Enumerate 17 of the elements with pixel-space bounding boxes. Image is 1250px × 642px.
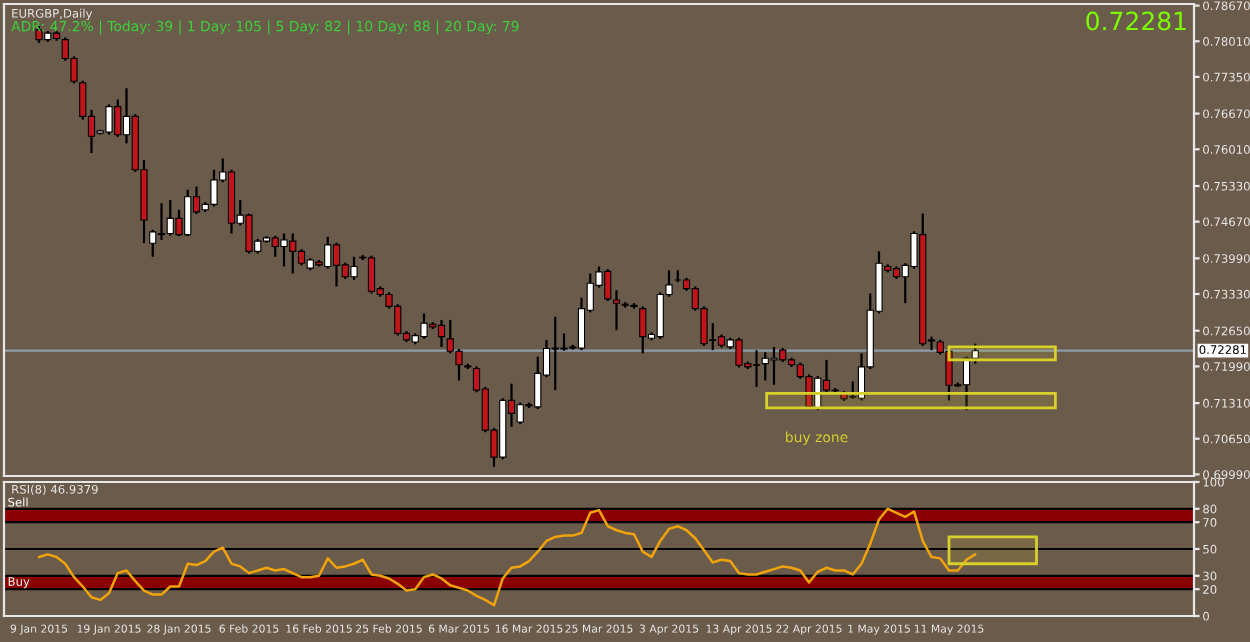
candlestick: [735, 336, 743, 369]
candlestick: [752, 349, 761, 388]
candlestick: [770, 345, 778, 386]
candlestick: [420, 312, 428, 340]
candlestick: [332, 241, 341, 288]
candlestick: [245, 212, 253, 255]
candlestick: [367, 254, 376, 295]
candlestick: [149, 228, 157, 258]
candlestick: [437, 318, 446, 349]
candlestick: [157, 202, 166, 242]
candlestick: [350, 255, 358, 282]
candlestick: [105, 103, 113, 136]
candlestick: [280, 232, 288, 268]
line-series: [37, 507, 977, 607]
annotation: 0.72281: [1086, 11, 1186, 31]
candlestick: [639, 305, 647, 355]
candlestick: [210, 168, 218, 208]
